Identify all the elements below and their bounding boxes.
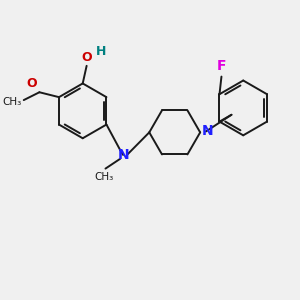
Text: N: N	[202, 124, 214, 138]
Text: O: O	[27, 77, 38, 90]
Text: N: N	[117, 148, 129, 162]
Text: CH₃: CH₃	[2, 97, 22, 107]
Text: O: O	[81, 51, 92, 64]
Text: H: H	[95, 45, 106, 58]
Text: CH₃: CH₃	[95, 172, 114, 182]
Text: F: F	[217, 59, 226, 73]
